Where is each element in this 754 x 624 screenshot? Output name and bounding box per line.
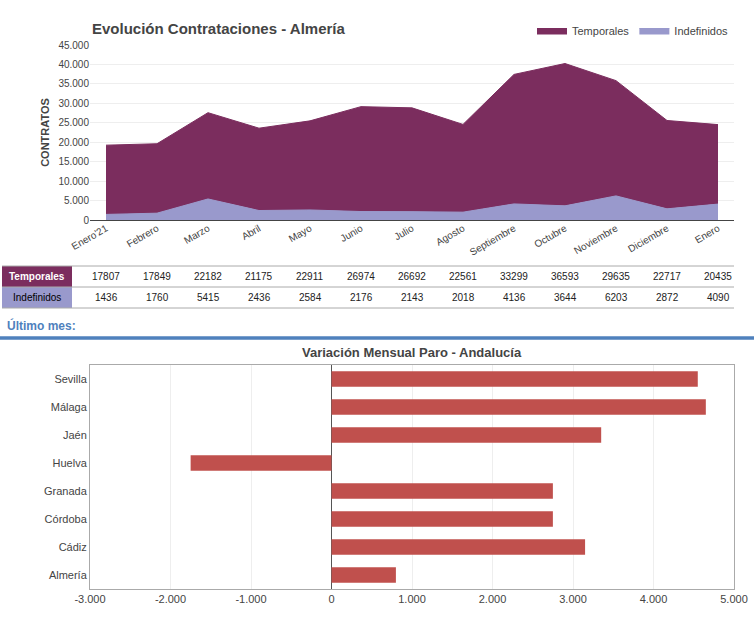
svg-text:Septiembre: Septiembre bbox=[468, 222, 518, 257]
svg-text:33299: 33299 bbox=[500, 271, 528, 282]
svg-text:0: 0 bbox=[328, 593, 334, 605]
svg-text:Temporales: Temporales bbox=[9, 271, 65, 282]
svg-text:2.000: 2.000 bbox=[479, 593, 507, 605]
svg-text:20435: 20435 bbox=[704, 271, 732, 282]
svg-text:22717: 22717 bbox=[653, 271, 681, 282]
svg-text:Evolución Contrataciones - Alm: Evolución Contrataciones - Almería bbox=[92, 20, 345, 37]
svg-text:2872: 2872 bbox=[656, 292, 679, 303]
svg-text:Indefinidos: Indefinidos bbox=[13, 292, 61, 303]
svg-text:5.000: 5.000 bbox=[64, 195, 89, 206]
svg-text:Córdoba: Córdoba bbox=[45, 513, 88, 525]
svg-text:1760: 1760 bbox=[146, 292, 169, 303]
svg-text:2143: 2143 bbox=[401, 292, 424, 303]
svg-text:22561: 22561 bbox=[449, 271, 477, 282]
svg-text:Junio: Junio bbox=[338, 222, 365, 244]
svg-text:25.000: 25.000 bbox=[58, 117, 89, 128]
svg-text:1436: 1436 bbox=[95, 292, 118, 303]
svg-text:Indefinidos: Indefinidos bbox=[674, 25, 728, 37]
svg-text:-1.000: -1.000 bbox=[235, 593, 266, 605]
svg-text:1.000: 1.000 bbox=[398, 593, 426, 605]
svg-text:29635: 29635 bbox=[602, 271, 630, 282]
svg-text:26692: 26692 bbox=[398, 271, 426, 282]
svg-text:22911: 22911 bbox=[296, 271, 324, 282]
svg-text:3644: 3644 bbox=[554, 292, 577, 303]
svg-text:Enero: Enero bbox=[693, 222, 722, 245]
svg-text:15.000: 15.000 bbox=[58, 156, 89, 167]
svg-text:Jaén: Jaén bbox=[63, 429, 87, 441]
svg-text:4.000: 4.000 bbox=[640, 593, 668, 605]
svg-text:45.000: 45.000 bbox=[58, 40, 89, 51]
svg-text:10.000: 10.000 bbox=[58, 176, 89, 187]
svg-text:20.000: 20.000 bbox=[58, 137, 89, 148]
svg-text:2176: 2176 bbox=[350, 292, 373, 303]
svg-text:26974: 26974 bbox=[347, 271, 375, 282]
svg-text:3.000: 3.000 bbox=[559, 593, 587, 605]
svg-text:Variación Mensual Paro - Andal: Variación Mensual Paro - Andalucía bbox=[302, 345, 522, 360]
svg-text:5.000: 5.000 bbox=[720, 593, 748, 605]
svg-text:Enero'21: Enero'21 bbox=[70, 222, 110, 252]
svg-text:2018: 2018 bbox=[452, 292, 475, 303]
svg-text:30.000: 30.000 bbox=[58, 98, 89, 109]
svg-text:21175: 21175 bbox=[245, 271, 273, 282]
svg-text:Huelva: Huelva bbox=[53, 457, 88, 469]
svg-text:Agosto: Agosto bbox=[434, 222, 467, 247]
svg-text:36593: 36593 bbox=[551, 271, 579, 282]
svg-text:Almería: Almería bbox=[49, 569, 88, 581]
svg-text:40.000: 40.000 bbox=[58, 59, 89, 70]
svg-text:Marzo: Marzo bbox=[182, 222, 212, 246]
svg-text:4136: 4136 bbox=[503, 292, 526, 303]
svg-text:-3.000: -3.000 bbox=[74, 593, 105, 605]
svg-text:Abril: Abril bbox=[240, 223, 263, 243]
svg-text:Diciembre: Diciembre bbox=[626, 222, 671, 254]
svg-text:CONTRATOS: CONTRATOS bbox=[39, 98, 51, 167]
svg-text:-2.000: -2.000 bbox=[155, 593, 186, 605]
svg-text:Málaga: Málaga bbox=[51, 401, 88, 413]
svg-text:2436: 2436 bbox=[248, 292, 271, 303]
svg-text:0: 0 bbox=[83, 215, 89, 226]
svg-text:Granada: Granada bbox=[44, 485, 88, 497]
svg-text:17849: 17849 bbox=[143, 271, 171, 282]
svg-text:6203: 6203 bbox=[605, 292, 628, 303]
svg-text:Julio: Julio bbox=[392, 222, 416, 242]
svg-text:Último mes:: Último mes: bbox=[7, 318, 76, 333]
svg-text:Octubre: Octubre bbox=[532, 222, 569, 250]
svg-text:4090: 4090 bbox=[707, 292, 730, 303]
svg-text:Noviembre: Noviembre bbox=[572, 222, 620, 256]
svg-text:Cádiz: Cádiz bbox=[59, 541, 87, 553]
svg-text:Febrero: Febrero bbox=[125, 222, 161, 249]
svg-text:Mayo: Mayo bbox=[287, 222, 314, 244]
svg-text:35.000: 35.000 bbox=[58, 78, 89, 89]
svg-text:Sevilla: Sevilla bbox=[54, 373, 87, 385]
svg-text:5415: 5415 bbox=[197, 292, 220, 303]
svg-text:22182: 22182 bbox=[194, 271, 222, 282]
svg-text:2584: 2584 bbox=[299, 292, 322, 303]
svg-text:17807: 17807 bbox=[92, 271, 120, 282]
svg-text:Temporales: Temporales bbox=[572, 25, 629, 37]
